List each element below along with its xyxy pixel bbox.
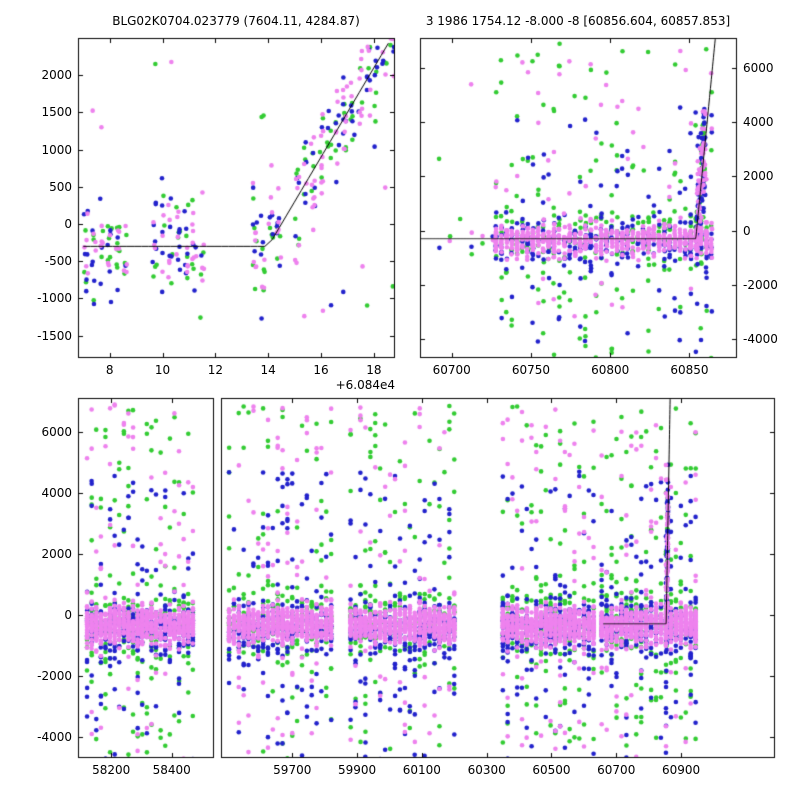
x-tick-label: 60700 [597, 763, 636, 777]
x-tick-label: 58200 [92, 763, 131, 777]
x-tick-label: 16 [313, 363, 329, 377]
y-tick-label: -4000 [743, 332, 778, 347]
y-tick-label: 6000 [41, 424, 72, 439]
x-tick-label: 60700 [432, 363, 471, 377]
y-tick-label: -2000 [743, 277, 778, 292]
x-tick-label: 60300 [467, 763, 506, 777]
y-tick-label: -1000 [37, 291, 72, 306]
plot-title-left: BLG02K0704.023779 (7604.11, 4284.87) [112, 14, 360, 28]
x-tick-label: 58400 [152, 763, 191, 777]
x-tick-label: 60800 [591, 363, 630, 377]
y-tick-label: 1500 [41, 105, 72, 120]
x-tick-label: 14 [260, 363, 276, 377]
x-tick-label: 60750 [511, 363, 551, 377]
x-tick-label: 12 [207, 363, 223, 377]
y-tick-label: 4000 [41, 485, 72, 500]
x-tick-label: 59700 [273, 763, 312, 777]
y-tick-label: 2000 [41, 546, 72, 561]
y-tick-label: -1500 [37, 328, 72, 343]
y-tick-label: 0 [64, 217, 72, 232]
y-tick-label: 6000 [743, 60, 774, 75]
x-tick-label: 60100 [402, 763, 441, 777]
y-tick-label: -4000 [37, 729, 72, 744]
x-tick-label: 60500 [532, 763, 571, 777]
x-tick-label: 60900 [661, 763, 701, 777]
y-tick-label: 2000 [743, 169, 774, 184]
plot-title-right: 3 1986 1754.12 -8.000 -8 [60856.604, 608… [425, 14, 731, 28]
y-tick-label: 0 [64, 607, 72, 622]
y-tick-label: 500 [49, 179, 72, 194]
axis-offset-label: +6.084e4 [335, 378, 395, 392]
y-tick-label: -2000 [37, 668, 72, 683]
y-tick-label: 1000 [41, 142, 72, 157]
y-tick-label: 4000 [743, 115, 774, 130]
x-tick-label: 60850 [670, 363, 709, 377]
x-tick-label: 59900 [337, 763, 377, 777]
x-tick-label: 18 [366, 363, 382, 377]
y-tick-label: -500 [44, 254, 72, 269]
x-tick-label: 10 [154, 363, 171, 377]
x-tick-label: 8 [105, 363, 114, 377]
y-tick-label: 0 [743, 223, 751, 238]
y-tick-label: 2000 [41, 68, 72, 83]
